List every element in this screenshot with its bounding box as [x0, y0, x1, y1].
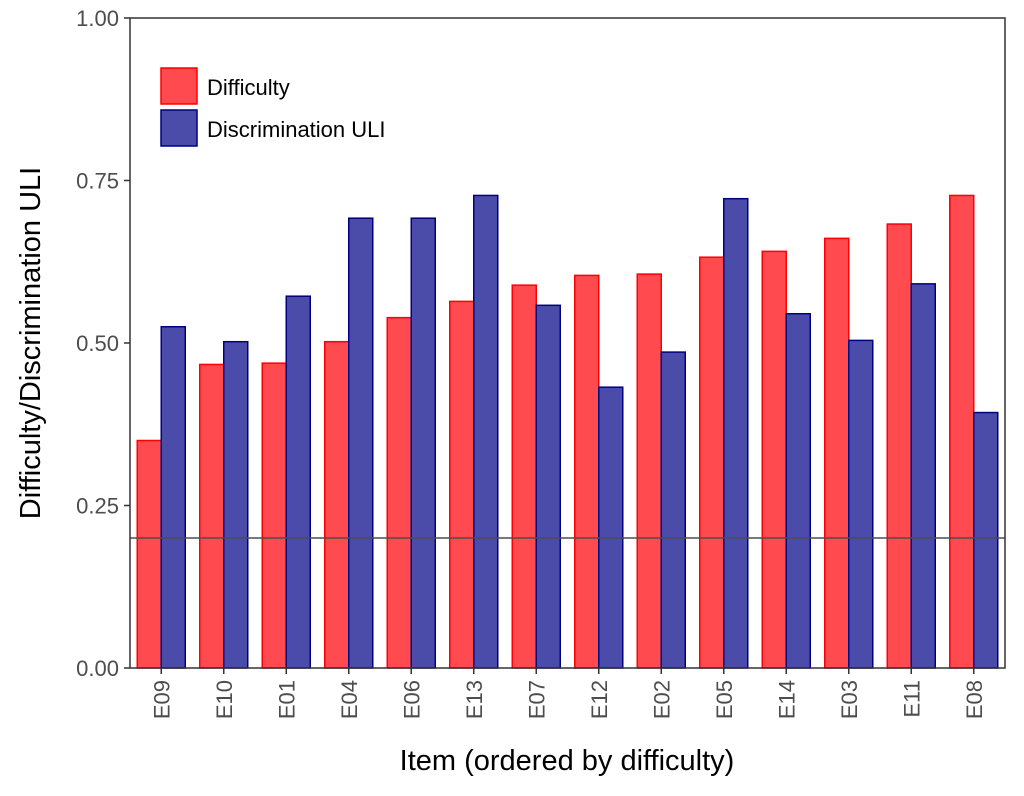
legend-swatch-discrimination-uli: [160, 109, 198, 147]
bar-difficulty-e05: [699, 256, 725, 669]
x-tick-label-e10: E10: [212, 680, 237, 719]
bar-discrimination-uli-e11: [910, 283, 936, 669]
bar-discrimination-uli-e04: [348, 217, 374, 669]
x-tick-label-e04: E04: [337, 680, 362, 719]
x-tick-label-e08: E08: [962, 680, 987, 719]
legend-swatch-difficulty: [160, 67, 198, 105]
bar-difficulty-e14: [761, 250, 787, 669]
bar-discrimination-uli-e14: [785, 313, 811, 669]
legend-label-difficulty: Difficulty: [207, 75, 290, 100]
bar-difficulty-e02: [636, 273, 662, 669]
bar-discrimination-uli-e10: [223, 340, 249, 669]
y-tick-label: 0.25: [76, 494, 119, 519]
x-axis-title: Item (ordered by difficulty): [400, 745, 735, 777]
bars-layer: [136, 194, 999, 669]
bar-difficulty-e11: [886, 223, 912, 669]
bar-difficulty-e01: [261, 362, 287, 669]
x-tick-label-e06: E06: [399, 680, 424, 719]
bar-difficulty-e09: [136, 439, 162, 669]
bar-discrimination-uli-e01: [285, 295, 311, 669]
y-tick-label: 0.00: [76, 656, 119, 681]
bar-discrimination-uli-e03: [848, 339, 874, 669]
bar-discrimination-uli-e08: [973, 411, 999, 669]
x-tick-label-e09: E09: [149, 680, 174, 719]
y-tick-label: 0.50: [76, 331, 119, 356]
y-tick-label: 1.00: [76, 6, 119, 31]
x-tick-label-e12: E12: [587, 680, 612, 719]
bar-discrimination-uli-e06: [410, 217, 436, 669]
bar-discrimination-uli-e07: [535, 304, 561, 669]
plot-panel-border: [129, 17, 1006, 669]
bar-discrimination-uli-e05: [723, 197, 749, 669]
x-tick-label-e14: E14: [774, 680, 799, 719]
bar-difficulty-e03: [824, 237, 850, 669]
x-tick-label-e05: E05: [712, 680, 737, 719]
bar-difficulty-e12: [574, 274, 600, 669]
bar-difficulty-e10: [199, 363, 225, 669]
bar-difficulty-e04: [324, 340, 350, 669]
bar-difficulty-e06: [386, 316, 412, 669]
bar-discrimination-uli-e13: [473, 194, 499, 669]
x-tick-label-e02: E02: [649, 680, 674, 719]
bar-difficulty-e13: [449, 300, 475, 669]
x-tick-label-e03: E03: [837, 680, 862, 719]
bar-discrimination-uli-e02: [660, 351, 686, 669]
bar-discrimination-uli-e12: [598, 386, 624, 669]
legend-label-discrimination-uli: Discrimination ULI: [207, 117, 386, 142]
legend: Difficulty Discrimination ULI: [160, 67, 386, 147]
bar-difficulty-e08: [949, 194, 975, 669]
bar-discrimination-uli-e09: [160, 326, 186, 669]
x-tick-label-e11: E11: [899, 680, 924, 718]
y-tick-label: 0.75: [76, 169, 119, 194]
x-tick-label-e01: E01: [274, 680, 299, 719]
x-tick-label-e07: E07: [524, 680, 549, 719]
x-axis: E09 E10 E01 E04 E06 E13 E07 E12 E02 E05 E14 E03 E11 E…: [149, 668, 987, 719]
y-axis-title: Difficulty/Discrimination ULI: [15, 167, 47, 519]
y-axis: 0.00 0.25 0.50 0.75 1.00: [76, 6, 130, 681]
bar-difficulty-e07: [511, 284, 537, 669]
x-tick-label-e13: E13: [462, 680, 487, 719]
